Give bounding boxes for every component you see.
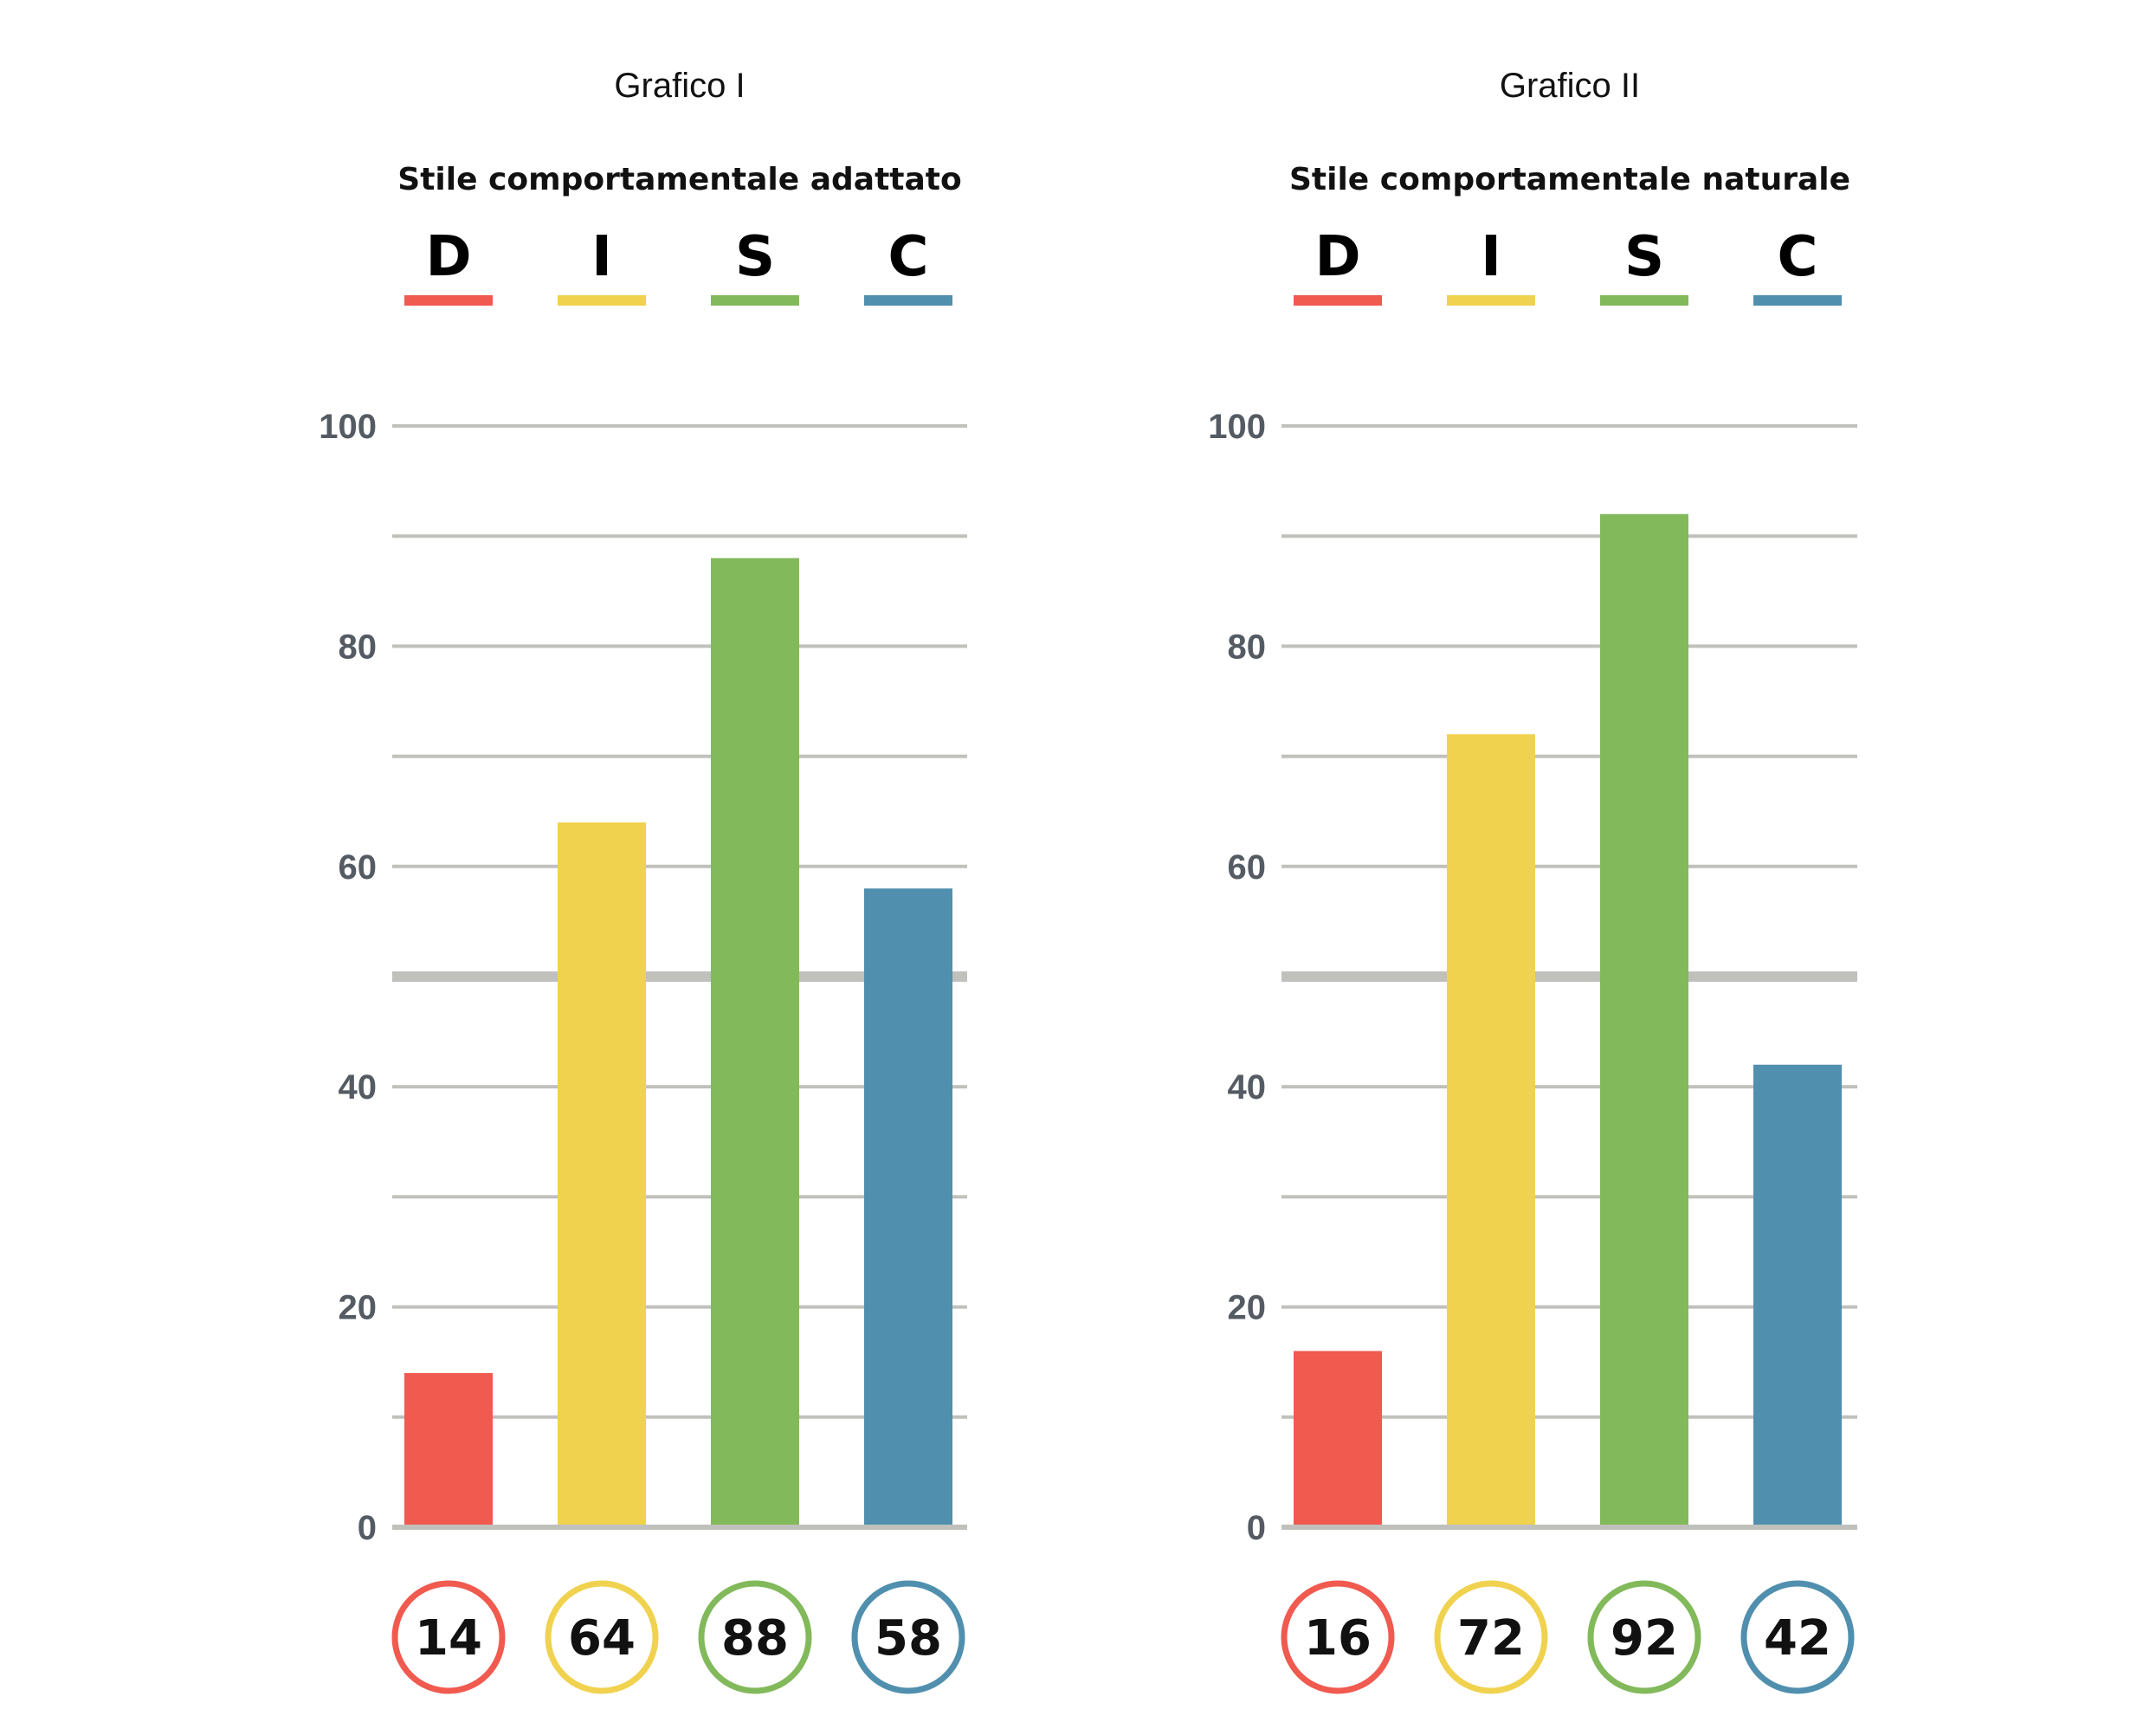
category-legend-bar-D xyxy=(1294,295,1382,306)
chart-panel-2: Grafico II Stile comportamentale naturale… xyxy=(1208,67,1857,1694)
category-legend-bar-C xyxy=(864,295,952,306)
category-legend-bar-I xyxy=(558,295,646,306)
value-label-I: 72 xyxy=(1457,1610,1525,1667)
category-label-S: S xyxy=(1624,225,1664,289)
value-badge-C xyxy=(851,1580,965,1694)
y-tick-label: 80 xyxy=(339,628,378,666)
category-label-C: C xyxy=(888,225,929,289)
value-label-C: 58 xyxy=(875,1610,942,1667)
chart-panel-1: Grafico I Stile comportamentale adattato D… xyxy=(319,67,967,1694)
bar-D xyxy=(404,1372,493,1525)
category-label-I: I xyxy=(591,225,612,289)
value-label-S: 92 xyxy=(1611,1610,1678,1667)
bar-S xyxy=(711,558,799,1525)
category-legend-bar-D xyxy=(404,295,493,306)
bar-C xyxy=(864,888,952,1525)
y-tick-label: 100 xyxy=(319,408,377,446)
chart-title: Grafico I xyxy=(614,67,745,105)
category-label-I: I xyxy=(1481,225,1501,289)
bar-D xyxy=(1294,1351,1382,1525)
value-badge-I xyxy=(1434,1580,1548,1694)
bar-C xyxy=(1753,1064,1842,1525)
chart-title: Grafico II xyxy=(1500,67,1640,105)
category-label-D: D xyxy=(1314,225,1360,289)
chart-subtitle: Stile comportamentale naturale xyxy=(1289,162,1850,197)
y-tick-label: 80 xyxy=(1228,628,1267,666)
category-label-S: S xyxy=(735,225,775,289)
y-tick-label: 60 xyxy=(1228,848,1267,887)
y-tick-label: 20 xyxy=(1228,1289,1267,1327)
category-legend-bar-S xyxy=(711,295,799,306)
chart-subtitle: Stile comportamentale adattato xyxy=(397,162,961,197)
value-badge-C xyxy=(1740,1580,1855,1694)
bar-I xyxy=(1447,734,1535,1525)
y-tick-label: 40 xyxy=(339,1068,378,1106)
category-label-C: C xyxy=(1778,225,1818,289)
y-tick-label: 40 xyxy=(1228,1068,1267,1106)
y-tick-label: 100 xyxy=(1208,408,1266,446)
value-label-S: 88 xyxy=(721,1610,789,1667)
y-tick-label: 0 xyxy=(358,1509,377,1547)
value-label-C: 42 xyxy=(1764,1610,1831,1667)
y-tick-label: 20 xyxy=(339,1289,378,1327)
value-badge-D xyxy=(391,1580,506,1694)
value-badge-S xyxy=(1587,1580,1701,1694)
value-badge-S xyxy=(698,1580,812,1694)
y-tick-label: 0 xyxy=(1247,1509,1266,1547)
value-label-D: 16 xyxy=(1304,1610,1372,1667)
bar-I xyxy=(558,822,646,1525)
y-tick-label: 60 xyxy=(339,848,378,887)
category-label-D: D xyxy=(425,225,471,289)
value-label-D: 14 xyxy=(415,1610,482,1667)
category-legend-bar-S xyxy=(1600,295,1688,306)
value-label-I: 64 xyxy=(568,1610,636,1667)
value-badge-I xyxy=(545,1580,659,1694)
category-legend-bar-I xyxy=(1447,295,1535,306)
bar-S xyxy=(1600,513,1688,1525)
category-legend-bar-C xyxy=(1753,295,1842,306)
value-badge-D xyxy=(1281,1580,1395,1694)
